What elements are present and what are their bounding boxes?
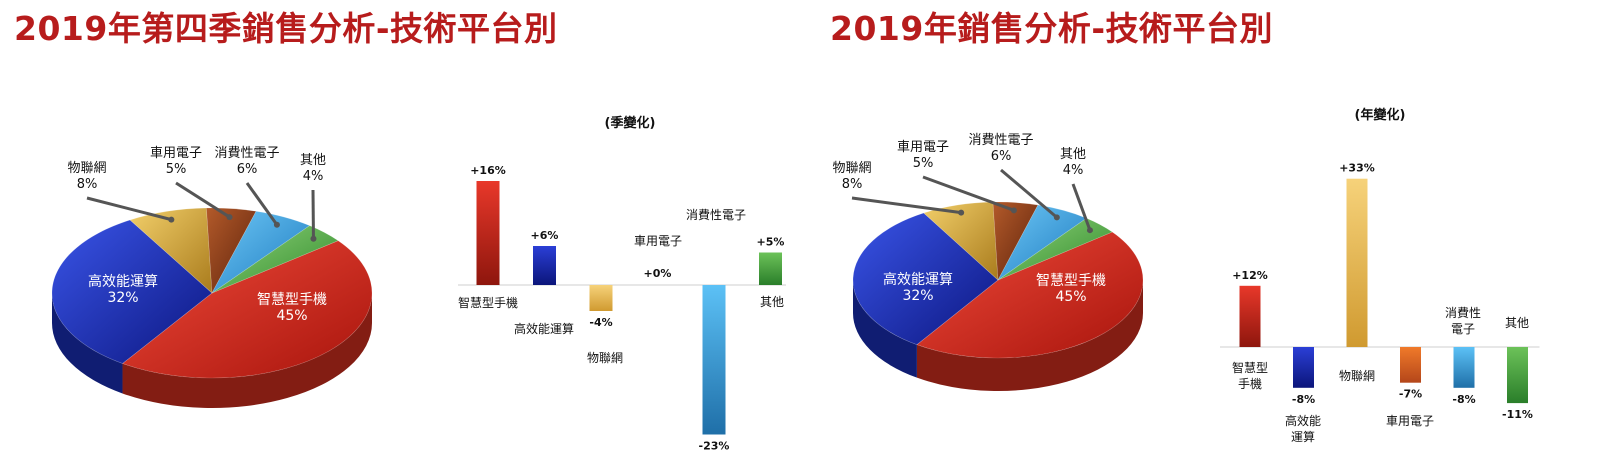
- bar-category-label: 物聯網: [1339, 369, 1375, 383]
- bar-category-label: 車用電子: [1386, 414, 1434, 428]
- pie-leader-line: [922, 175, 1015, 212]
- pie-side-smartphone: [122, 293, 372, 408]
- bar-automotive: [1400, 347, 1421, 383]
- pie-label-value: 4%: [303, 169, 324, 184]
- pie-slice-hpc: [852, 212, 999, 346]
- pie-label-name: 其他: [300, 153, 326, 168]
- pie-slice-hpc: [51, 219, 213, 364]
- pie-side-hpc: [853, 280, 917, 378]
- pie-slice-smartphone: [121, 240, 373, 379]
- pie-label-name: 車用電子: [150, 146, 202, 161]
- bar-value-label: -8%: [1292, 393, 1315, 406]
- pie-label-value: 4%: [1063, 163, 1084, 178]
- bar-chart-subtitle: (季變化): [605, 115, 656, 131]
- pie-label-name: 車用電子: [897, 140, 949, 155]
- bar-chart-subtitle: (年變化): [1355, 107, 1406, 123]
- bar-category-label: 運算: [1291, 429, 1315, 444]
- bar-category-label: 高效能運算: [514, 321, 574, 336]
- pie-label-name: 物聯網: [67, 161, 106, 176]
- pie-label-name: 其他: [1060, 147, 1086, 162]
- bar-value-label: +0%: [644, 267, 672, 280]
- bar-value-label: +33%: [1339, 162, 1375, 175]
- chart-title-annual: 2019年銷售分析-技術平台別: [830, 9, 1274, 48]
- pie-label-value: 6%: [991, 149, 1012, 164]
- bar-category-label: 物聯網: [587, 351, 623, 365]
- bar-category-label: 智慧型: [1232, 360, 1268, 375]
- bar-consumer: [702, 285, 726, 435]
- pie-slice-consumer: [211, 210, 311, 294]
- pie-label-value: 8%: [77, 177, 98, 192]
- pie-leader-dot: [1053, 214, 1060, 221]
- pie-label-name: 物聯網: [832, 161, 871, 176]
- pie-label-name: 高效能運算: [88, 273, 158, 290]
- pie-label-name: 智慧型手機: [1036, 273, 1106, 289]
- pie-leader-dot: [1010, 207, 1017, 214]
- pie-label-name: 高效能運算: [883, 271, 953, 288]
- pie-leader-line: [851, 196, 962, 215]
- bar-hpc: [533, 246, 556, 285]
- chart-title-q4: 2019年第四季銷售分析-技術平台別: [14, 9, 558, 48]
- bar-category-label: 消費性: [1445, 305, 1481, 320]
- bar-value-label: -7%: [1399, 388, 1422, 401]
- bar-value-label: -8%: [1452, 393, 1475, 406]
- pie-label-name: 消費性電子: [214, 146, 279, 161]
- pie-slice-smartphone: [916, 231, 1144, 359]
- bar-category-label: 其他: [1505, 316, 1529, 330]
- bar-value-label: +5%: [757, 236, 785, 249]
- bar-hpc: [1293, 347, 1314, 388]
- pie-leader-line: [86, 196, 172, 222]
- bar-category-label: 消費性電子: [686, 207, 746, 222]
- bar-category-label: 手機: [1238, 376, 1262, 391]
- bar-iot: [1346, 178, 1368, 347]
- pie-label-name: 智慧型手機: [257, 292, 327, 308]
- bar-other: [1507, 347, 1528, 404]
- pie-label-value: 32%: [107, 290, 138, 306]
- pie-slice-automotive: [206, 207, 257, 295]
- pie-leader-dot: [168, 216, 175, 223]
- bar-value-label: +12%: [1232, 269, 1268, 282]
- bar-category-label: 電子: [1451, 322, 1475, 336]
- bar-consumer: [1453, 347, 1475, 388]
- pie-leader-dot: [273, 221, 280, 228]
- bar-smartphone: [476, 181, 500, 285]
- pie-leader-line: [175, 181, 231, 219]
- bar-category-label: 高效能: [1285, 413, 1321, 428]
- bar-category-label: 其他: [760, 295, 784, 309]
- pie-leader-dot: [958, 209, 965, 216]
- bar-smartphone: [1239, 285, 1261, 347]
- pie-slice-other: [211, 225, 339, 294]
- pie-label-value: 5%: [913, 156, 934, 171]
- pie-label-value: 45%: [1055, 289, 1086, 305]
- pie-leader-line: [1071, 183, 1092, 231]
- pie-side-smartphone: [916, 280, 1143, 391]
- pie-label-value: 5%: [166, 162, 187, 177]
- bar-chart-quarterly: (季變化) +16% 智慧型手機 +6% 高效能運算 -4% 物聯網 +0% 車用電子 -23% 消…: [458, 115, 786, 453]
- pie-slice-iot: [129, 207, 213, 294]
- bar-other: [759, 252, 782, 285]
- pie-leader-line: [1000, 168, 1058, 219]
- bar-value-label: -4%: [589, 316, 612, 329]
- bar-value-label: +6%: [531, 229, 559, 242]
- bar-value-label: +16%: [470, 164, 506, 177]
- bar-iot: [589, 285, 613, 311]
- pie-leader-line: [245, 182, 279, 226]
- bar-chart-annual: (年變化) +12% 智慧型手機 -8% 高效能運算 +33% 物聯網 -7% 車用電子 -8% 消…: [1220, 107, 1540, 444]
- pie-leader-dot: [226, 214, 233, 221]
- pie-label-value: 6%: [237, 162, 258, 177]
- pie-side-hpc: [52, 293, 123, 394]
- bar-value-label: -11%: [1502, 408, 1533, 421]
- pie-label-name: 消費性電子: [968, 133, 1033, 148]
- bar-category-label: 車用電子: [634, 234, 682, 248]
- pie-label-value: 32%: [902, 288, 933, 304]
- pie-leader-dot: [1086, 227, 1093, 234]
- pie-label-value: 8%: [842, 177, 863, 192]
- bar-category-label: 智慧型手機: [458, 295, 518, 310]
- bar-value-label: -23%: [699, 440, 730, 453]
- pie-leader-dot: [310, 235, 317, 242]
- pie-label-value: 45%: [276, 308, 307, 324]
